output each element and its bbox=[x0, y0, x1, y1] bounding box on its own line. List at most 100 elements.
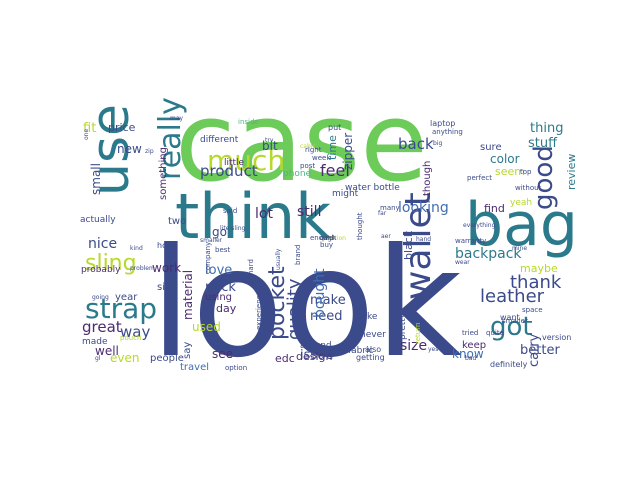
word-lite-sling: lite sling bbox=[220, 225, 246, 232]
word-inside: inside bbox=[238, 118, 259, 126]
word-make: make bbox=[310, 293, 346, 308]
word-buy: buy bbox=[320, 241, 333, 249]
word-actually: actually bbox=[80, 215, 116, 225]
word-great: great bbox=[82, 318, 122, 336]
word-wallet: wallet bbox=[398, 192, 439, 300]
word-go: go bbox=[212, 225, 227, 239]
word-yes: yes bbox=[428, 346, 438, 353]
word-feel: feel bbox=[320, 161, 350, 180]
word-know: know bbox=[452, 347, 484, 361]
word-wear: wear bbox=[455, 259, 470, 266]
word-return: return bbox=[414, 323, 422, 344]
word-water-bottle: water bottle bbox=[345, 183, 400, 193]
word-take: take bbox=[358, 312, 378, 322]
word-sure: sure bbox=[480, 142, 502, 153]
word-find: find bbox=[484, 202, 505, 215]
word-made: made bbox=[82, 337, 108, 347]
word-really: really bbox=[153, 97, 188, 180]
word-laptop: laptop bbox=[430, 119, 455, 128]
word-review: review bbox=[565, 154, 578, 190]
word-fabric: fabric bbox=[348, 346, 374, 356]
word-pack: pack bbox=[205, 280, 236, 295]
word-need: need bbox=[310, 309, 343, 324]
word-anything: anything bbox=[432, 128, 463, 136]
word-quite: quite bbox=[486, 329, 504, 337]
word-use: use bbox=[81, 104, 141, 196]
word-never: never bbox=[360, 330, 386, 340]
word-quality: quality bbox=[284, 278, 305, 340]
word-pouch: pouch bbox=[120, 334, 141, 342]
word-think: think bbox=[175, 180, 331, 253]
word-used: used bbox=[192, 320, 221, 334]
word-well: well bbox=[95, 344, 119, 358]
word-one: one bbox=[83, 129, 90, 140]
word-hard: hard bbox=[247, 259, 255, 275]
word-something: something bbox=[158, 147, 169, 200]
word-far: far bbox=[378, 210, 387, 217]
word-may: may bbox=[170, 115, 184, 122]
word-black: black bbox=[402, 230, 415, 260]
word-better: better bbox=[520, 343, 560, 358]
word-bought: bought bbox=[312, 268, 328, 318]
word-version: version bbox=[542, 333, 571, 342]
word-using: using bbox=[205, 292, 232, 303]
word-edc: edc bbox=[275, 352, 295, 365]
word-size: size bbox=[400, 338, 427, 354]
word-product: product bbox=[200, 162, 258, 180]
word-side: side bbox=[157, 282, 178, 293]
word-day: day bbox=[216, 302, 237, 315]
word-card: card bbox=[320, 235, 333, 242]
word-love: love bbox=[205, 263, 232, 278]
word-leather: leather bbox=[480, 286, 545, 307]
word-different: different bbox=[200, 135, 239, 145]
word-got: got bbox=[490, 312, 533, 342]
word-zipper: zipper bbox=[341, 133, 355, 170]
word-yeah: yeah bbox=[510, 198, 532, 208]
word-design: design bbox=[296, 350, 333, 363]
word-smaller: smaller bbox=[200, 237, 223, 244]
word-want: want bbox=[500, 313, 520, 322]
word-fit: fit bbox=[83, 121, 96, 136]
word-also: also bbox=[365, 345, 381, 354]
word-cable: cable bbox=[300, 143, 316, 150]
word-little: little bbox=[224, 158, 245, 168]
word-post: post bbox=[300, 162, 315, 170]
word-right: right bbox=[305, 146, 322, 154]
word-zip: zip bbox=[145, 148, 154, 155]
word-probably: probably bbox=[81, 265, 121, 275]
word-bag: bag bbox=[465, 190, 578, 260]
word-small: small bbox=[89, 163, 103, 195]
word-year: year bbox=[115, 292, 138, 303]
word-case: case bbox=[175, 78, 428, 206]
word-question: question bbox=[320, 235, 346, 242]
word-looking: looking bbox=[398, 200, 449, 216]
word-best: best bbox=[215, 246, 230, 254]
word-quick: quick bbox=[320, 235, 337, 242]
word-everything: everything bbox=[463, 222, 496, 229]
word-nice: nice bbox=[88, 236, 117, 252]
word-experience: experience bbox=[255, 291, 263, 330]
word-brand: brand bbox=[294, 245, 302, 266]
word-aer: aer bbox=[381, 233, 391, 240]
word-look: look bbox=[150, 217, 462, 391]
word-see: see bbox=[212, 347, 233, 361]
word-two: two bbox=[168, 216, 186, 227]
word-thought: thought bbox=[356, 212, 364, 240]
word-say: say bbox=[182, 342, 193, 359]
word-color: color bbox=[490, 152, 520, 166]
word-lot: lot bbox=[255, 206, 273, 222]
word-without: without bbox=[515, 184, 542, 192]
word-sling: sling bbox=[85, 251, 137, 276]
word-thing: thing bbox=[530, 121, 563, 136]
word-though: though bbox=[422, 161, 433, 196]
word-keep: keep bbox=[462, 340, 486, 351]
word-bit: bit bbox=[262, 139, 278, 153]
word-mine: mine bbox=[512, 245, 527, 252]
word-might: might bbox=[332, 189, 359, 199]
word-people: people bbox=[150, 353, 184, 364]
word-enough: enough bbox=[310, 234, 336, 242]
word-seem: seem bbox=[495, 165, 525, 178]
word-strap: strap bbox=[85, 292, 157, 325]
word-price: price bbox=[108, 121, 136, 134]
word-smaller: smaller bbox=[502, 317, 528, 325]
